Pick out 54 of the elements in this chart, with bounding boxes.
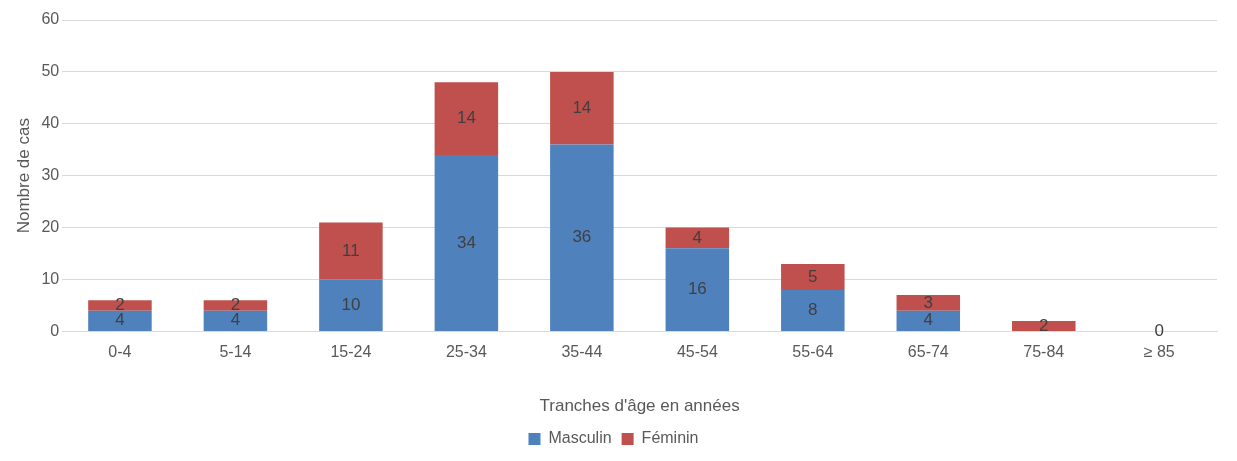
- x-axis-title: Tranches d'âge en années: [539, 396, 740, 416]
- data-label: 14: [572, 97, 592, 117]
- data-label: 16: [687, 279, 707, 299]
- y-tick-label: 60: [41, 10, 60, 28]
- bar: [896, 310, 961, 331]
- y-tick-label: 10: [41, 269, 60, 287]
- y-axis-title: Nombre de cas: [13, 118, 33, 234]
- data-label: 34: [456, 232, 476, 252]
- bar: [896, 295, 961, 311]
- x-tick-label: ≥ 85: [1143, 343, 1175, 361]
- x-tick-label: 55-64: [792, 343, 834, 361]
- y-tick-label: 20: [41, 218, 60, 236]
- data-label: 4: [230, 310, 241, 330]
- bar: [319, 279, 383, 331]
- data-label: 11: [342, 240, 360, 260]
- bar: [1012, 321, 1076, 331]
- data-label: 4: [115, 310, 125, 330]
- bar: [781, 263, 845, 290]
- bar: [203, 310, 268, 331]
- data-label: 4: [923, 310, 934, 330]
- data-label: 8: [808, 300, 818, 320]
- x-tick-label: 35-44: [561, 343, 603, 361]
- data-label: 2: [1039, 315, 1049, 335]
- x-tick-label: 0-4: [108, 343, 132, 361]
- bar: [434, 82, 499, 155]
- legend-label: Masculin: [548, 429, 612, 447]
- data-label: 4: [692, 227, 703, 247]
- y-tick-label: 50: [41, 62, 60, 80]
- y-tick-label: 30: [41, 166, 60, 184]
- y-tick-label: 0: [50, 321, 60, 339]
- x-tick-label: 75-84: [1023, 343, 1065, 361]
- x-tick-label: 15-24: [330, 343, 372, 361]
- y-tick-label: 40: [41, 114, 60, 132]
- x-tick-label: 25-34: [445, 343, 487, 361]
- data-label: 0: [1154, 321, 1164, 341]
- x-tick-label: 65-74: [907, 343, 949, 361]
- bar: [319, 222, 383, 280]
- bar: [550, 144, 614, 331]
- data-label: 3: [923, 292, 934, 312]
- x-tick-label: 5-14: [219, 343, 252, 361]
- bar: [665, 227, 730, 249]
- data-label: 5: [808, 266, 818, 286]
- data-label: 14: [456, 108, 476, 128]
- bar: [665, 248, 730, 331]
- bar: [88, 310, 152, 331]
- legend-label: Féminin: [641, 429, 699, 447]
- bar: [781, 289, 845, 331]
- bar: [434, 154, 499, 331]
- data-label: 10: [341, 294, 361, 314]
- bar: [88, 300, 152, 311]
- bar: [203, 300, 268, 311]
- bar: [550, 71, 614, 145]
- data-label: 36: [572, 227, 592, 247]
- x-tick-label: 45-54: [676, 343, 718, 361]
